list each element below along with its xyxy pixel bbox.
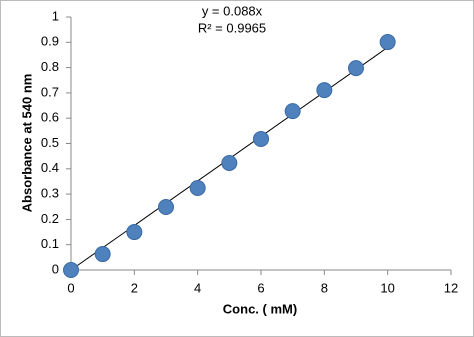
data-point xyxy=(221,154,238,171)
data-point xyxy=(379,34,396,51)
y-tick-label: 1 xyxy=(52,8,59,23)
data-point xyxy=(94,246,111,263)
trendline-r-squared: R² = 0.9965 xyxy=(198,20,266,35)
x-tick-label: 0 xyxy=(67,280,74,295)
y-tick-label: 0.3 xyxy=(41,186,59,201)
y-tick-label: 0 xyxy=(52,261,59,276)
data-point xyxy=(316,82,333,99)
data-point xyxy=(63,262,79,278)
x-axis-label: Conc. ( mM) xyxy=(223,301,297,316)
y-axis-label: Absorbance at 540 nm xyxy=(19,74,34,213)
x-tick-label: 2 xyxy=(131,280,138,295)
x-tick-label: 4 xyxy=(194,280,201,295)
y-tick-label: 0.2 xyxy=(41,211,59,226)
x-tick-label: 10 xyxy=(380,280,394,295)
data-point xyxy=(348,60,364,77)
y-tick-label: 0.9 xyxy=(41,34,59,49)
data-point xyxy=(158,199,174,216)
x-tick-label: 12 xyxy=(444,280,458,295)
data-point xyxy=(253,130,269,147)
x-tick-label: 8 xyxy=(321,280,328,295)
y-tick-label: 0.5 xyxy=(41,135,59,150)
data-point xyxy=(189,180,206,197)
data-point xyxy=(284,103,301,120)
y-tick-label: 0.1 xyxy=(41,236,59,251)
x-tick-label: 6 xyxy=(257,280,264,295)
data-point xyxy=(126,224,143,241)
y-tick-label: 0.7 xyxy=(41,84,59,99)
y-tick-label: 0.6 xyxy=(41,110,59,125)
y-tick-label: 0.8 xyxy=(41,59,59,74)
y-tick-label: 0.4 xyxy=(41,160,59,175)
trendline-equation: y = 0.088x xyxy=(202,3,263,18)
